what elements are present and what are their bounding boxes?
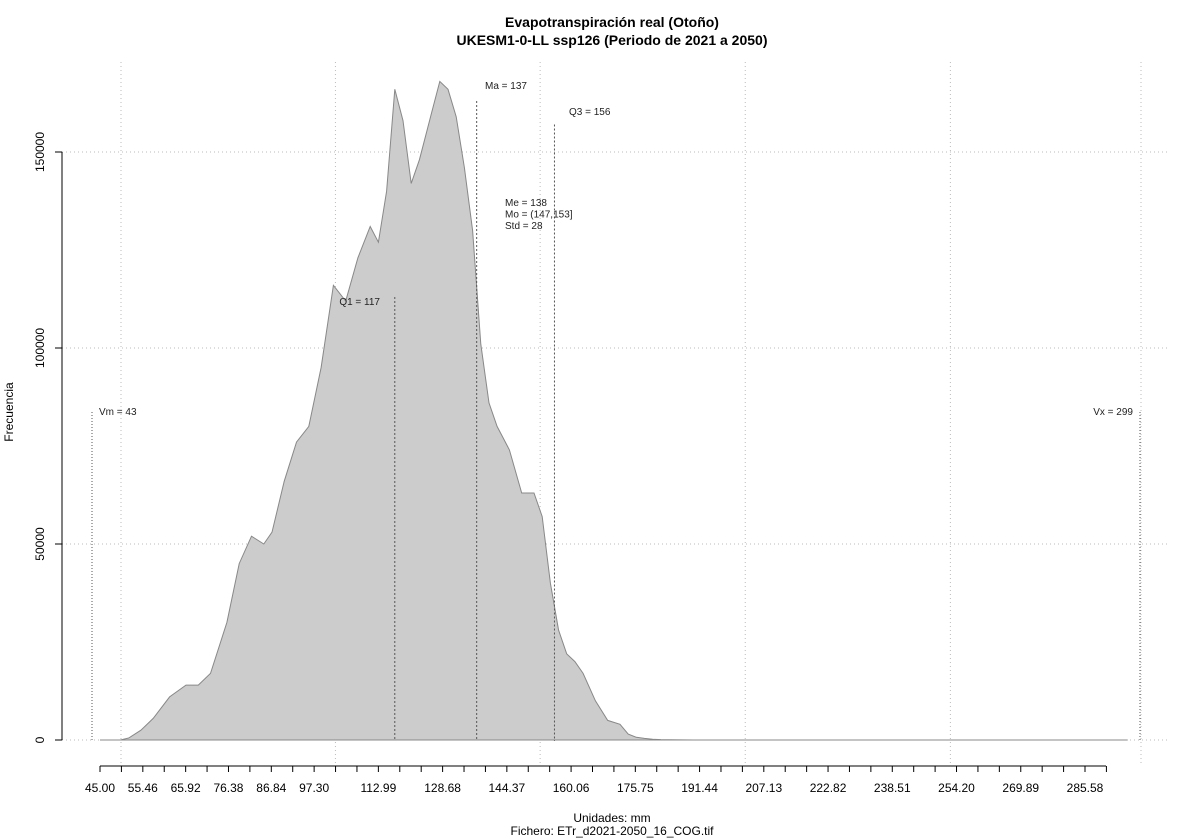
density-area [100,81,1128,740]
q1-label: Q1 = 117 [339,297,380,308]
x-tick-label: 86.84 [256,781,286,795]
x-tick-label: 254.20 [938,781,975,795]
y-tick-label: 100000 [33,328,47,368]
chart-subtitle: UKESM1-0-LL ssp126 (Periodo de 2021 a 20… [457,32,768,48]
x-tick-label: 175.75 [617,781,654,795]
y-axis-label: Frecuencia [2,382,16,442]
x-axis: 45.00 55.46 65.92 76.38 86.84 97.30 112.99 128.… [85,766,1106,795]
x-tick-label: 191.44 [681,781,718,795]
y-tick-label: 50000 [33,527,47,561]
x-tick-label: 144.37 [488,781,525,795]
x-tick-label: 45.00 [85,781,115,795]
y-tick-label: 0 [33,736,47,743]
stat-label: Me = 138 [505,198,547,209]
x-tick-label: 207.13 [745,781,782,795]
q3-label: Q3 = 156 [569,107,611,118]
file-footer: Fichero: ETr_d2021-2050_16_COG.tif [511,824,715,838]
x-tick-label: 128.68 [424,781,461,795]
x-tick-label: 160.06 [553,781,590,795]
x-tick-label: 238.51 [874,781,911,795]
x-tick-label: 55.46 [128,781,158,795]
stat-label: Mo = (147,153] [505,210,573,221]
x-tick-label: 269.89 [1002,781,1039,795]
vx-label: Vx = 299 [1093,407,1133,418]
y-tick-label: 150000 [33,132,47,172]
x-tick-label: 112.99 [360,781,396,795]
x-axis-label: Unidades: mm [573,811,650,825]
stat-label: Std = 28 [505,221,543,232]
chart-title: Evapotranspiración real (Otoño) [505,14,719,30]
x-tick-label: 97.30 [299,781,329,795]
x-tick-label: 222.82 [810,781,847,795]
x-tick-label: 76.38 [213,781,243,795]
vm-label: Vm = 43 [99,407,137,418]
mean-label: Ma = 137 [485,81,527,92]
x-tick-label: 285.58 [1067,781,1104,795]
x-tick-label: 65.92 [171,781,201,795]
y-axis: 0 50000 100000 150000 [33,132,62,744]
